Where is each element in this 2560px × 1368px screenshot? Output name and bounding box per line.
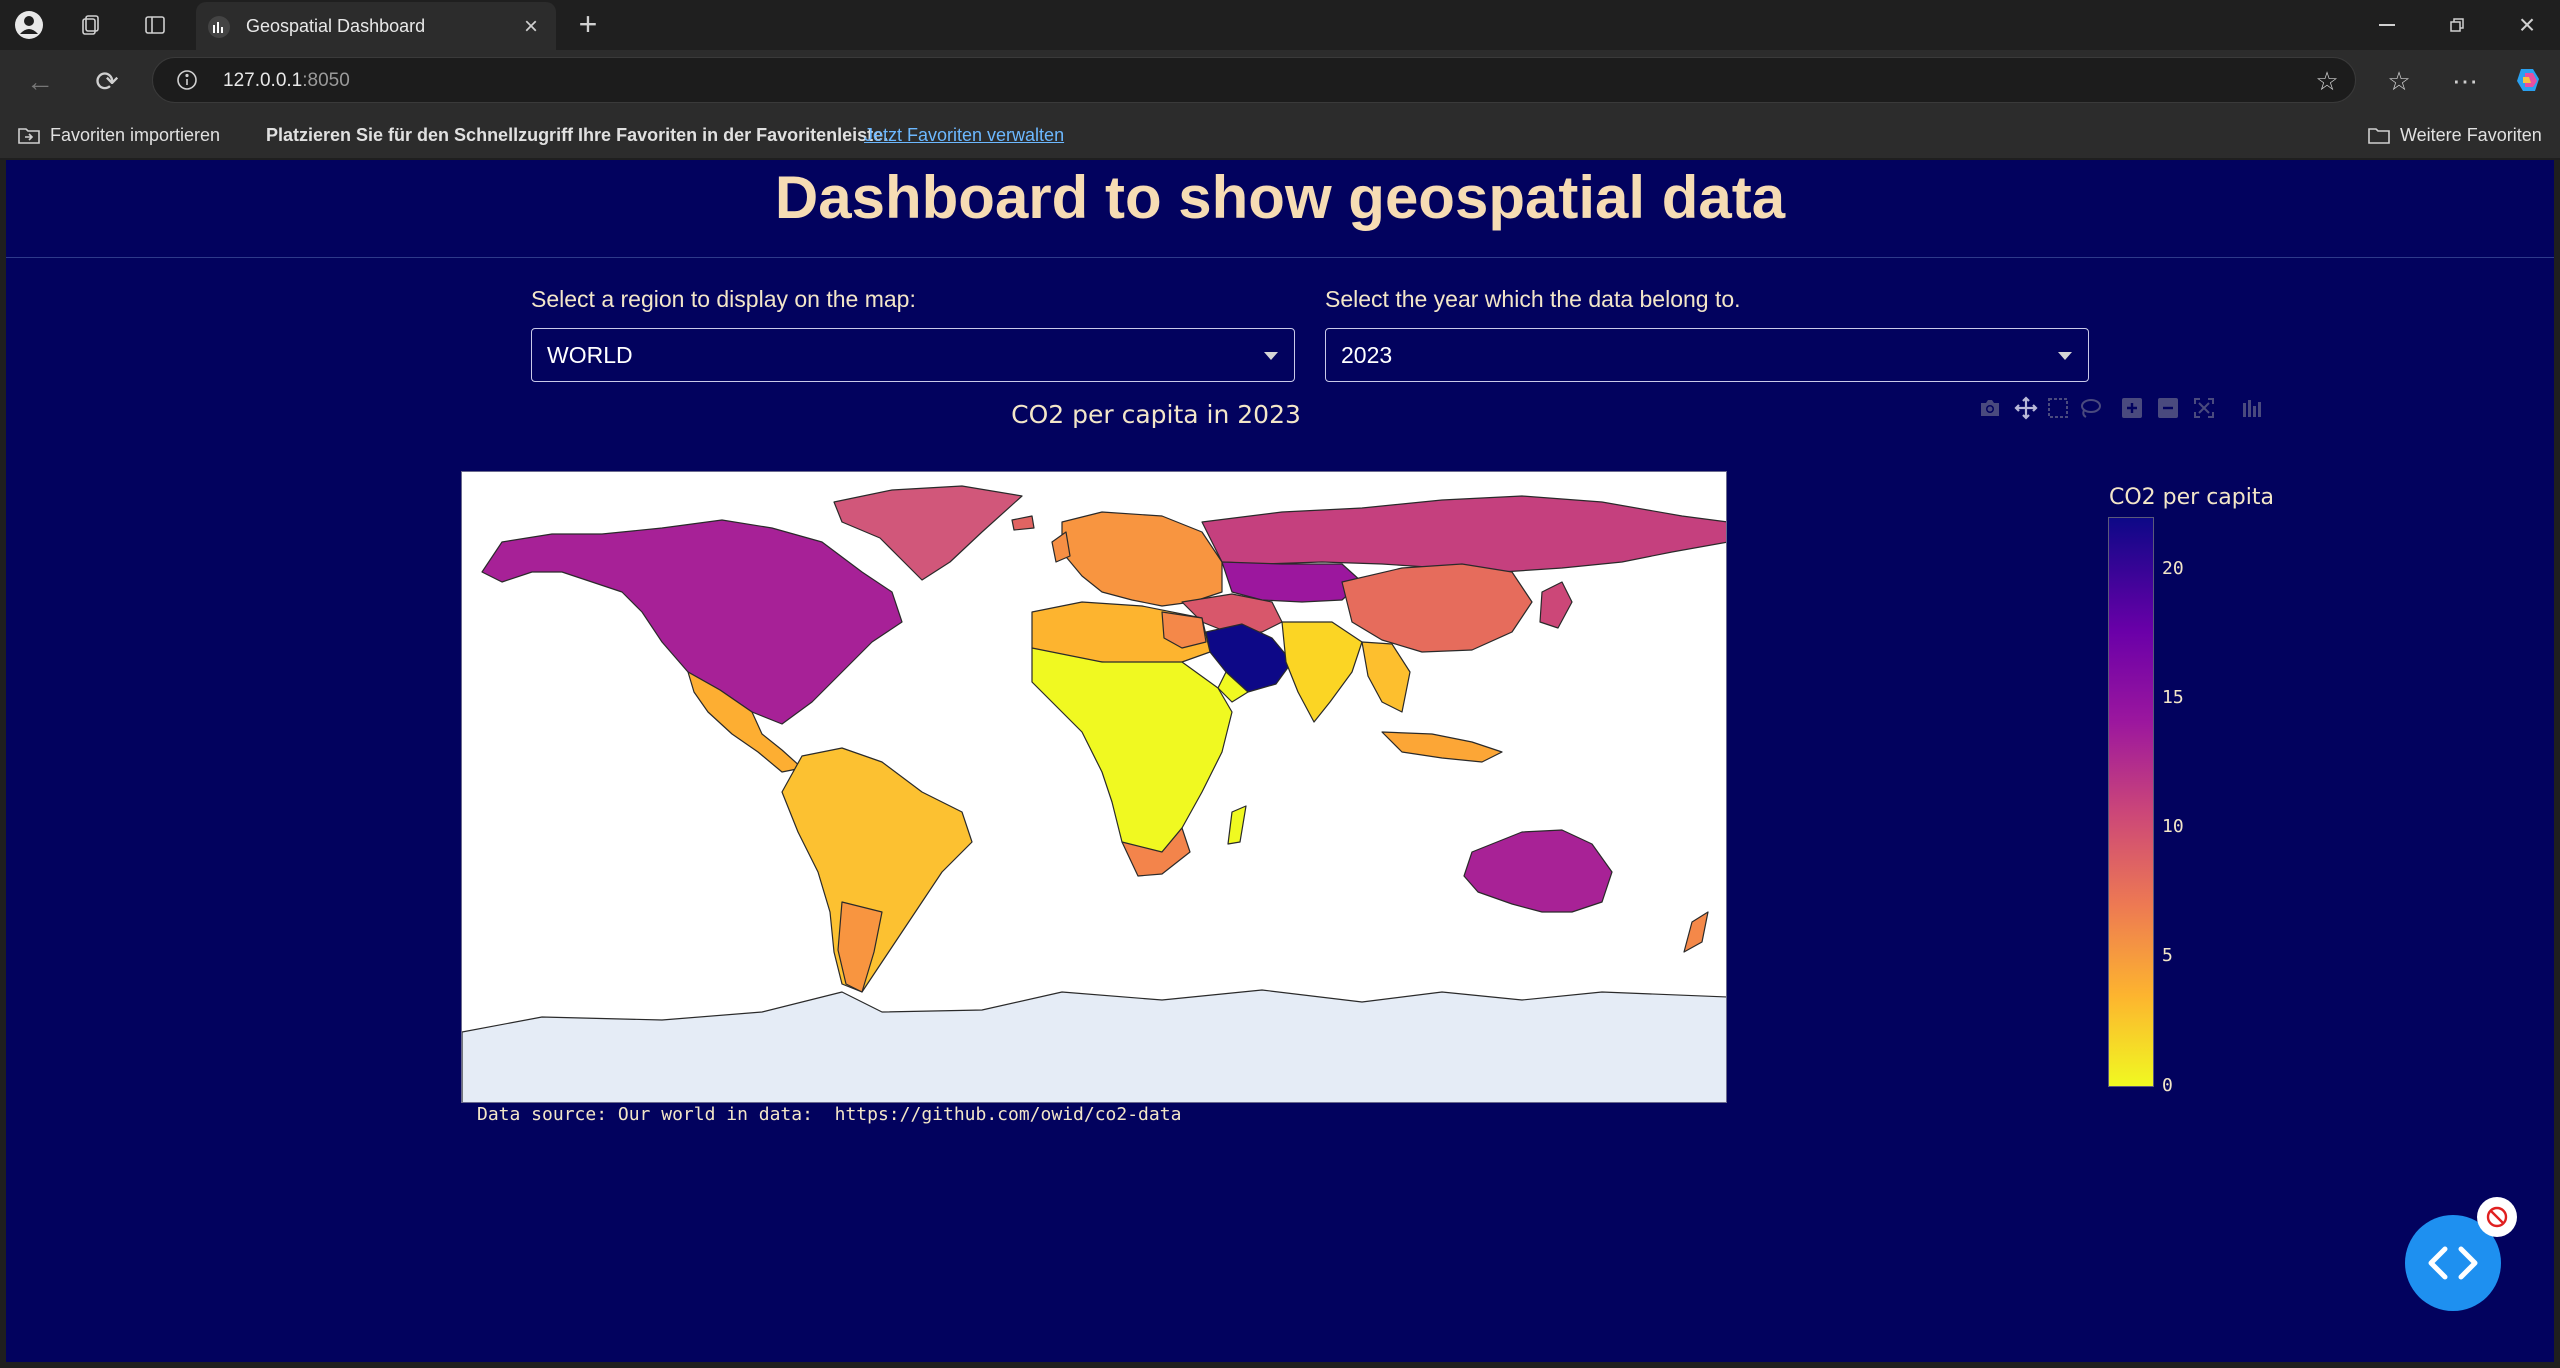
favorites-icon[interactable]: ☆ bbox=[2387, 65, 2411, 96]
address-bar-row: ← ⟳ 127.0.0.1:8050 ☆ ☆ ⋯ bbox=[0, 50, 2560, 112]
region-southeast-asia bbox=[1361, 641, 1411, 713]
region-sub-saharan-africa bbox=[1031, 647, 1233, 863]
colorbar-title: CO2 per capita bbox=[2109, 485, 2274, 510]
region-china bbox=[1341, 563, 1533, 653]
region-south-africa bbox=[1121, 827, 1191, 877]
box-select-icon[interactable] bbox=[2044, 394, 2072, 422]
region-dropdown[interactable]: WORLD bbox=[531, 328, 1295, 382]
region-russia bbox=[1201, 495, 1726, 573]
browser-tab-bar: Geospatial Dashboard × + × bbox=[0, 0, 2560, 50]
region-egypt bbox=[1161, 611, 1207, 649]
workspaces-icon[interactable] bbox=[76, 10, 106, 40]
region-label: Select a region to display on the map: bbox=[531, 286, 916, 312]
restore-icon[interactable] bbox=[2442, 10, 2472, 40]
more-options-icon[interactable]: ⋯ bbox=[2452, 65, 2478, 96]
region-india bbox=[1281, 621, 1363, 723]
year-label: Select the year which the data belong to… bbox=[1325, 286, 1741, 312]
profile-icon[interactable] bbox=[12, 8, 46, 42]
region-antarctica bbox=[462, 989, 1726, 1102]
colorbar bbox=[2108, 517, 2154, 1087]
code-icon bbox=[2428, 1246, 2478, 1280]
region-dropdown-value: WORLD bbox=[547, 342, 633, 368]
colorbar-tick: 5 bbox=[2162, 945, 2173, 966]
region-yemen bbox=[1217, 671, 1249, 703]
year-dropdown-value: 2023 bbox=[1341, 342, 1393, 368]
title-divider bbox=[6, 257, 2554, 258]
chart-title: CO2 per capita in 2023 bbox=[1011, 400, 1301, 429]
autoscale-icon[interactable] bbox=[2190, 394, 2218, 422]
zoom-in-icon[interactable] bbox=[2118, 394, 2146, 422]
favorites-hint: Platzieren Sie für den Schnellzugriff Ih… bbox=[266, 125, 889, 145]
region-arabia bbox=[1205, 623, 1293, 693]
close-tab-icon[interactable]: × bbox=[523, 13, 538, 40]
tab-actions-icon[interactable] bbox=[140, 10, 170, 40]
tab-title: Geospatial Dashboard bbox=[246, 16, 426, 36]
colorbar-tick: 10 bbox=[2162, 816, 2184, 837]
region-greenland bbox=[833, 485, 1023, 581]
dash-favicon-icon bbox=[208, 16, 230, 38]
data-source-note: Data source: Our world in data: https://… bbox=[477, 1104, 1182, 1125]
site-info-icon[interactable] bbox=[175, 68, 199, 92]
world-map-svg bbox=[462, 485, 1726, 1102]
url-port: :8050 bbox=[302, 70, 350, 91]
dashboard-page: Dashboard to show geospatial data Select… bbox=[6, 160, 2554, 1362]
favorite-star-icon[interactable]: ☆ bbox=[2315, 65, 2339, 96]
url-host: 127.0.0.1 bbox=[223, 70, 303, 91]
refresh-icon[interactable]: ⟳ bbox=[95, 65, 119, 97]
region-madagascar bbox=[1227, 805, 1247, 845]
region-argentina bbox=[837, 901, 883, 993]
new-tab-icon[interactable]: + bbox=[578, 5, 598, 42]
pan-icon[interactable] bbox=[2012, 394, 2040, 422]
close-window-icon[interactable]: × bbox=[2518, 9, 2536, 40]
region-middle-east bbox=[1181, 593, 1283, 635]
back-icon[interactable]: ← bbox=[26, 66, 54, 97]
region-central-america bbox=[687, 671, 803, 773]
region-new-zealand bbox=[1683, 911, 1709, 953]
favorites-bar: Favoriten importieren Platzieren Sie für… bbox=[0, 112, 2560, 158]
lasso-icon[interactable] bbox=[2076, 394, 2104, 422]
chevron-down-icon bbox=[1264, 352, 1278, 360]
zoom-out-icon[interactable] bbox=[2154, 394, 2182, 422]
region-north-america bbox=[481, 519, 903, 725]
url-text: 127.0.0.1:8050 bbox=[223, 70, 350, 92]
colorbar-tick: 0 bbox=[2162, 1075, 2173, 1096]
page-title: Dashboard to show geospatial data bbox=[774, 164, 1786, 231]
choropleth-map[interactable] bbox=[461, 471, 1727, 1103]
region-iceland bbox=[1011, 515, 1035, 531]
region-australia bbox=[1463, 829, 1613, 913]
plotly-logo-icon[interactable] bbox=[2238, 394, 2266, 422]
colorbar-tick: 20 bbox=[2162, 558, 2184, 579]
tab-geospatial-dashboard[interactable]: Geospatial Dashboard × bbox=[196, 2, 556, 50]
region-europe bbox=[1061, 511, 1223, 607]
chevron-down-icon bbox=[2058, 352, 2072, 360]
folder-icon bbox=[2366, 123, 2392, 147]
manage-favorites-link[interactable]: Jetzt Favoriten verwalten bbox=[864, 125, 1065, 145]
colorbar-tick: 15 bbox=[2162, 687, 2184, 708]
import-favorites-link[interactable]: Favoriten importieren bbox=[50, 125, 221, 145]
region-uk bbox=[1051, 531, 1071, 563]
server-offline-icon[interactable] bbox=[2477, 1197, 2517, 1237]
other-favorites-link[interactable]: Weitere Favoriten bbox=[2400, 125, 2542, 145]
copilot-icon[interactable] bbox=[2510, 62, 2546, 98]
import-favorites-icon[interactable] bbox=[16, 123, 42, 147]
camera-icon[interactable] bbox=[1976, 394, 2004, 422]
region-japan bbox=[1539, 581, 1573, 629]
region-central-asia bbox=[1221, 561, 1363, 603]
minimize-icon[interactable] bbox=[2372, 10, 2402, 40]
url-input[interactable]: 127.0.0.1:8050 ☆ bbox=[152, 57, 2356, 103]
region-indonesia bbox=[1381, 731, 1503, 763]
year-dropdown[interactable]: 2023 bbox=[1325, 328, 2089, 382]
region-south-america bbox=[781, 747, 973, 993]
